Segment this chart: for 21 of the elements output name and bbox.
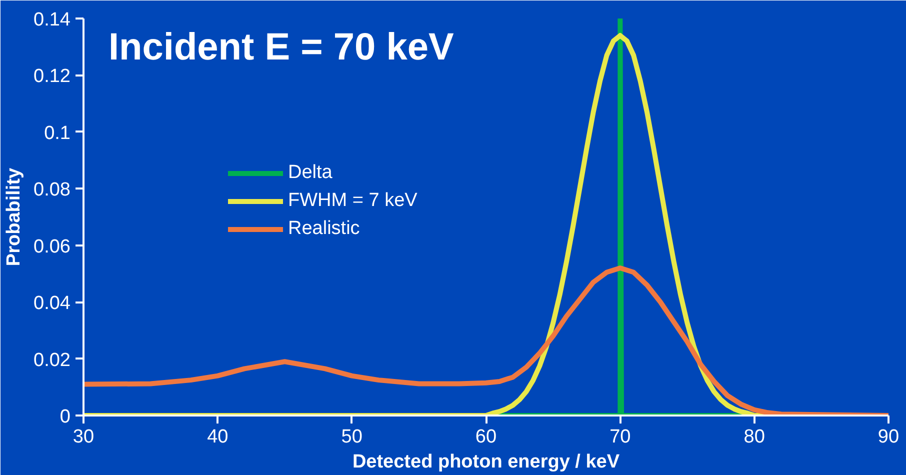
y-tick-label: 0.1	[44, 122, 71, 144]
y-axis-title: Probability	[4, 167, 25, 266]
y-tick-label: 0.04	[34, 293, 71, 314]
legend-label: Delta	[288, 162, 332, 184]
x-tick-label: 80	[744, 426, 765, 448]
legend-label: FWHM = 7 keV	[288, 190, 418, 212]
y-tick-label: 0.08	[34, 180, 71, 201]
y-tick-label: 0	[60, 406, 71, 428]
y-tick-label: 0.12	[34, 66, 71, 88]
x-tick-label: 90	[878, 426, 900, 448]
x-tick-label: 30	[72, 426, 94, 448]
x-axis-title: Detected photon energy / keV	[352, 452, 620, 472]
y-tick-label: 0.02	[34, 350, 71, 371]
y-tick-label: 0.06	[34, 236, 71, 258]
x-tick-label: 50	[341, 426, 362, 448]
y-tick-label: 0.14	[34, 10, 71, 30]
x-tick-label: 40	[207, 426, 228, 448]
x-tick-label: 60	[475, 426, 497, 448]
legend-label: Realistic	[288, 218, 360, 240]
chart-title: Incident E = 70 keV	[108, 26, 454, 68]
x-tick-label: 70	[610, 426, 631, 448]
